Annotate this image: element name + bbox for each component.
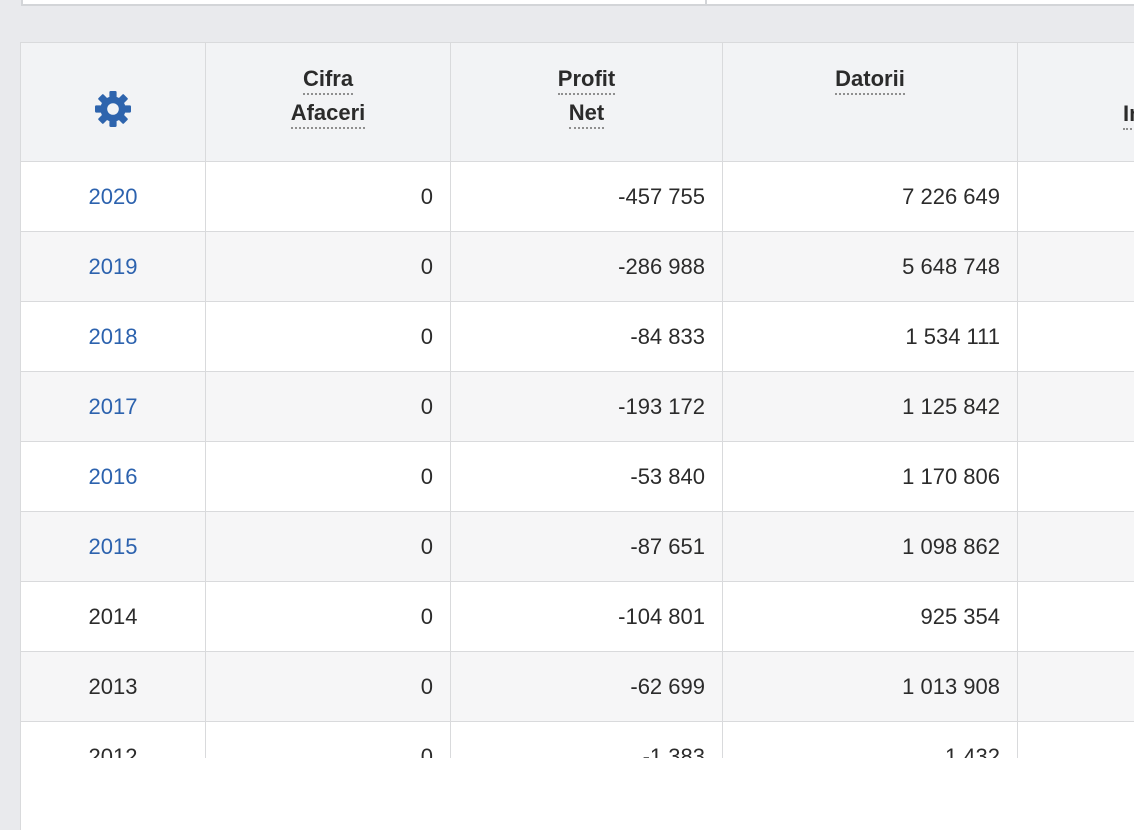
cell-profit-net: -104 801	[450, 581, 723, 652]
cell-profit-net: -53 840	[450, 441, 723, 512]
year-link[interactable]: 2016	[88, 463, 138, 489]
cell-partial-column	[1017, 441, 1134, 512]
header-label-partial[interactable]: In	[1123, 100, 1134, 130]
year-cell: 2019	[20, 231, 206, 302]
cell-partial-column	[1017, 161, 1134, 232]
cell-cifra-afaceri: 0	[205, 441, 451, 512]
header-cell-year	[20, 42, 206, 162]
cell-partial-column	[1017, 231, 1134, 302]
cell-partial-column	[1017, 511, 1134, 582]
cell-profit-net: -193 172	[450, 371, 723, 442]
header-cell-partial: In	[1017, 42, 1134, 162]
year-cell: 2014	[20, 581, 206, 652]
financials-table: Cifra Afaceri Profit Net Datorii In 2020…	[20, 42, 1134, 792]
header-cell-profit-net: Profit Net	[450, 42, 723, 162]
cell-datorii: 1 098 862	[722, 511, 1018, 582]
year-link[interactable]: 2018	[88, 323, 138, 349]
table-row: 2020 0 -457 755 7 226 649	[20, 161, 1134, 232]
cell-cifra-afaceri: 0	[205, 301, 451, 372]
year-cell: 2018	[20, 301, 206, 372]
year-cell: 2016	[20, 441, 206, 512]
cell-cifra-afaceri: 0	[205, 651, 451, 722]
cell-profit-net: -87 651	[450, 511, 723, 582]
table-row: 2013 0 -62 699 1 013 908	[20, 651, 1134, 722]
cell-cifra-afaceri: 0	[205, 511, 451, 582]
year-cell: 2020	[20, 161, 206, 232]
cell-profit-net: -286 988	[450, 231, 723, 302]
year-link[interactable]: 2020	[88, 183, 138, 209]
table-row: 2017 0 -193 172 1 125 842	[20, 371, 1134, 442]
year-text: 2013	[88, 673, 138, 699]
year-cell: 2017	[20, 371, 206, 442]
header-label-cifra-line2[interactable]: Afaceri	[290, 99, 366, 129]
cell-partial-column	[1017, 301, 1134, 372]
cell-cifra-afaceri: 0	[205, 231, 451, 302]
header-cell-datorii: Datorii	[722, 42, 1018, 162]
header-label-datorii[interactable]: Datorii	[835, 65, 905, 95]
table-footer-area	[20, 758, 1134, 830]
table-row: 2018 0 -84 833 1 534 111	[20, 301, 1134, 372]
table-row: 2016 0 -53 840 1 170 806	[20, 441, 1134, 512]
year-cell: 2013	[20, 651, 206, 722]
table-row: 2015 0 -87 651 1 098 862	[20, 511, 1134, 582]
year-text: 2014	[88, 603, 138, 629]
table-body: 2020 0 -457 755 7 226 649 2019 0 -286 98…	[20, 161, 1134, 792]
header-label-cifra-line1[interactable]: Cifra	[302, 65, 354, 95]
cell-datorii: 5 648 748	[722, 231, 1018, 302]
header-label-profit-line2[interactable]: Net	[568, 99, 605, 129]
year-cell: 2015	[20, 511, 206, 582]
cell-profit-net: -62 699	[450, 651, 723, 722]
cell-profit-net: -457 755	[450, 161, 723, 232]
gear-icon[interactable]	[21, 62, 205, 161]
cell-datorii: 1 170 806	[722, 441, 1018, 512]
top-panel-remnant	[21, 0, 1134, 6]
header-cell-cifra-afaceri: Cifra Afaceri	[205, 42, 451, 162]
cell-datorii: 1 125 842	[722, 371, 1018, 442]
table-row: 2014 0 -104 801 925 354	[20, 581, 1134, 652]
cell-partial-column	[1017, 371, 1134, 442]
cell-datorii: 7 226 649	[722, 161, 1018, 232]
cell-datorii: 1 534 111	[722, 301, 1018, 372]
cell-cifra-afaceri: 0	[205, 371, 451, 442]
cell-datorii: 925 354	[722, 581, 1018, 652]
cell-cifra-afaceri: 0	[205, 581, 451, 652]
year-link[interactable]: 2019	[88, 253, 138, 279]
cell-cifra-afaceri: 0	[205, 161, 451, 232]
table-row: 2019 0 -286 988 5 648 748	[20, 231, 1134, 302]
year-link[interactable]: 2015	[88, 533, 138, 559]
year-link[interactable]: 2017	[88, 393, 138, 419]
cell-datorii: 1 013 908	[722, 651, 1018, 722]
header-row: Cifra Afaceri Profit Net Datorii In	[20, 42, 1134, 162]
cell-profit-net: -84 833	[450, 301, 723, 372]
cell-partial-column	[1017, 581, 1134, 652]
cell-partial-column	[1017, 651, 1134, 722]
top-panel-divider	[705, 0, 707, 4]
header-label-profit-line1[interactable]: Profit	[557, 65, 616, 95]
